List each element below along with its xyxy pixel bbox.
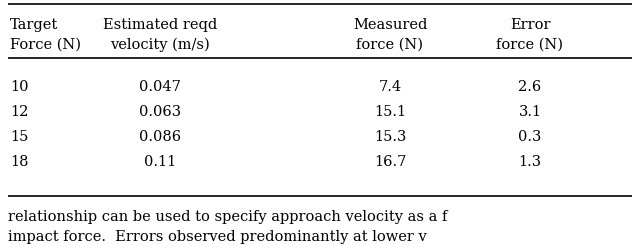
Text: velocity (m/s): velocity (m/s) bbox=[110, 38, 210, 52]
Text: 2.6: 2.6 bbox=[518, 80, 541, 94]
Text: 15: 15 bbox=[10, 130, 28, 144]
Text: Force (N): Force (N) bbox=[10, 38, 81, 52]
Text: 0.086: 0.086 bbox=[139, 130, 181, 144]
Text: Target: Target bbox=[10, 18, 58, 32]
Text: relationship can be used to specify approach velocity as a f: relationship can be used to specify appr… bbox=[8, 210, 447, 224]
Text: impact force.  Errors observed predominantly at lower v: impact force. Errors observed predominan… bbox=[8, 230, 427, 244]
Text: 0.063: 0.063 bbox=[139, 105, 181, 119]
Text: 15.1: 15.1 bbox=[374, 105, 406, 119]
Text: 0.11: 0.11 bbox=[144, 155, 176, 169]
Text: Estimated reqd: Estimated reqd bbox=[103, 18, 217, 32]
Text: 3.1: 3.1 bbox=[518, 105, 541, 119]
Text: force (N): force (N) bbox=[356, 38, 424, 52]
Text: Error: Error bbox=[509, 18, 550, 32]
Text: 15.3: 15.3 bbox=[374, 130, 406, 144]
Text: 10: 10 bbox=[10, 80, 29, 94]
Text: 1.3: 1.3 bbox=[518, 155, 541, 169]
Text: 18: 18 bbox=[10, 155, 29, 169]
Text: force (N): force (N) bbox=[497, 38, 563, 52]
Text: Measured: Measured bbox=[353, 18, 427, 32]
Text: 16.7: 16.7 bbox=[374, 155, 406, 169]
Text: 12: 12 bbox=[10, 105, 28, 119]
Text: 7.4: 7.4 bbox=[378, 80, 401, 94]
Text: 0.3: 0.3 bbox=[518, 130, 541, 144]
Text: 0.047: 0.047 bbox=[139, 80, 181, 94]
